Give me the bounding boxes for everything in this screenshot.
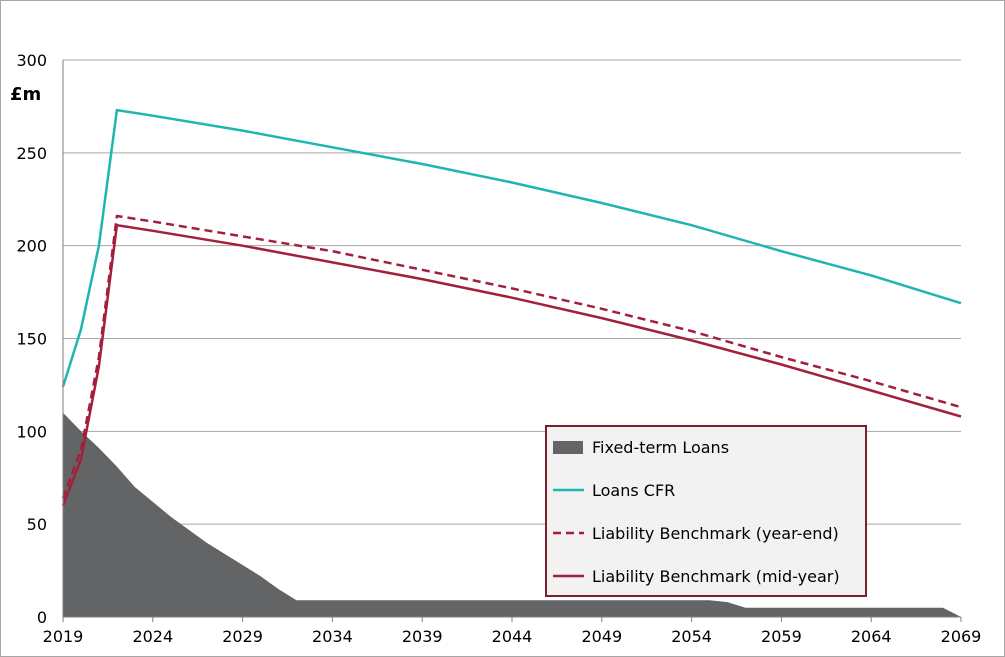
x-tick-label: 2049 (581, 627, 622, 646)
x-tick-label: 2029 (222, 627, 263, 646)
y-tick-label: 250 (16, 144, 47, 163)
x-tick-label: 2054 (671, 627, 712, 646)
axes (62, 60, 962, 622)
x-tick-labels: 2019 2024 2029 2034 2039 2044 2049 2054 2059 2064… (43, 627, 982, 646)
y-tick-label: 100 (16, 422, 47, 441)
x-tick-label: 2039 (402, 627, 443, 646)
legend-label: Liability Benchmark (year-end) (592, 524, 839, 543)
y-tick-labels: 0 50 100 150 200 250 300 (16, 51, 47, 627)
x-tick-label: 2044 (492, 627, 533, 646)
x-tick-label: 2034 (312, 627, 353, 646)
y-tick-label: 0 (37, 608, 47, 627)
legend-key-fixed-term-loans (553, 441, 583, 454)
x-tick-label: 2019 (43, 627, 84, 646)
series-layer (61, 108, 962, 617)
y-axis-label: £m (10, 84, 41, 105)
series-liability-benchmark-mid-year-line (61, 223, 962, 507)
x-tick-label: 2024 (132, 627, 173, 646)
legend-box (545, 425, 867, 597)
legend-label: Liability Benchmark (mid-year) (592, 567, 840, 586)
legend: Fixed-term Loans Loans CFR Liability Bench… (545, 425, 867, 597)
series-loans-cfr-line (61, 108, 962, 388)
series-fixed-term-loans-area (63, 412, 961, 617)
legend-label: Loans CFR (592, 481, 675, 500)
y-tick-label: 200 (16, 237, 47, 256)
x-tick-label: 2064 (851, 627, 892, 646)
y-tick-label: 300 (16, 51, 47, 70)
x-tick-label: 2069 (941, 627, 982, 646)
y-tick-label: 150 (16, 330, 47, 349)
x-tick-label: 2059 (761, 627, 802, 646)
y-tick-label: 50 (27, 515, 47, 534)
legend-label: Fixed-term Loans (592, 438, 729, 457)
